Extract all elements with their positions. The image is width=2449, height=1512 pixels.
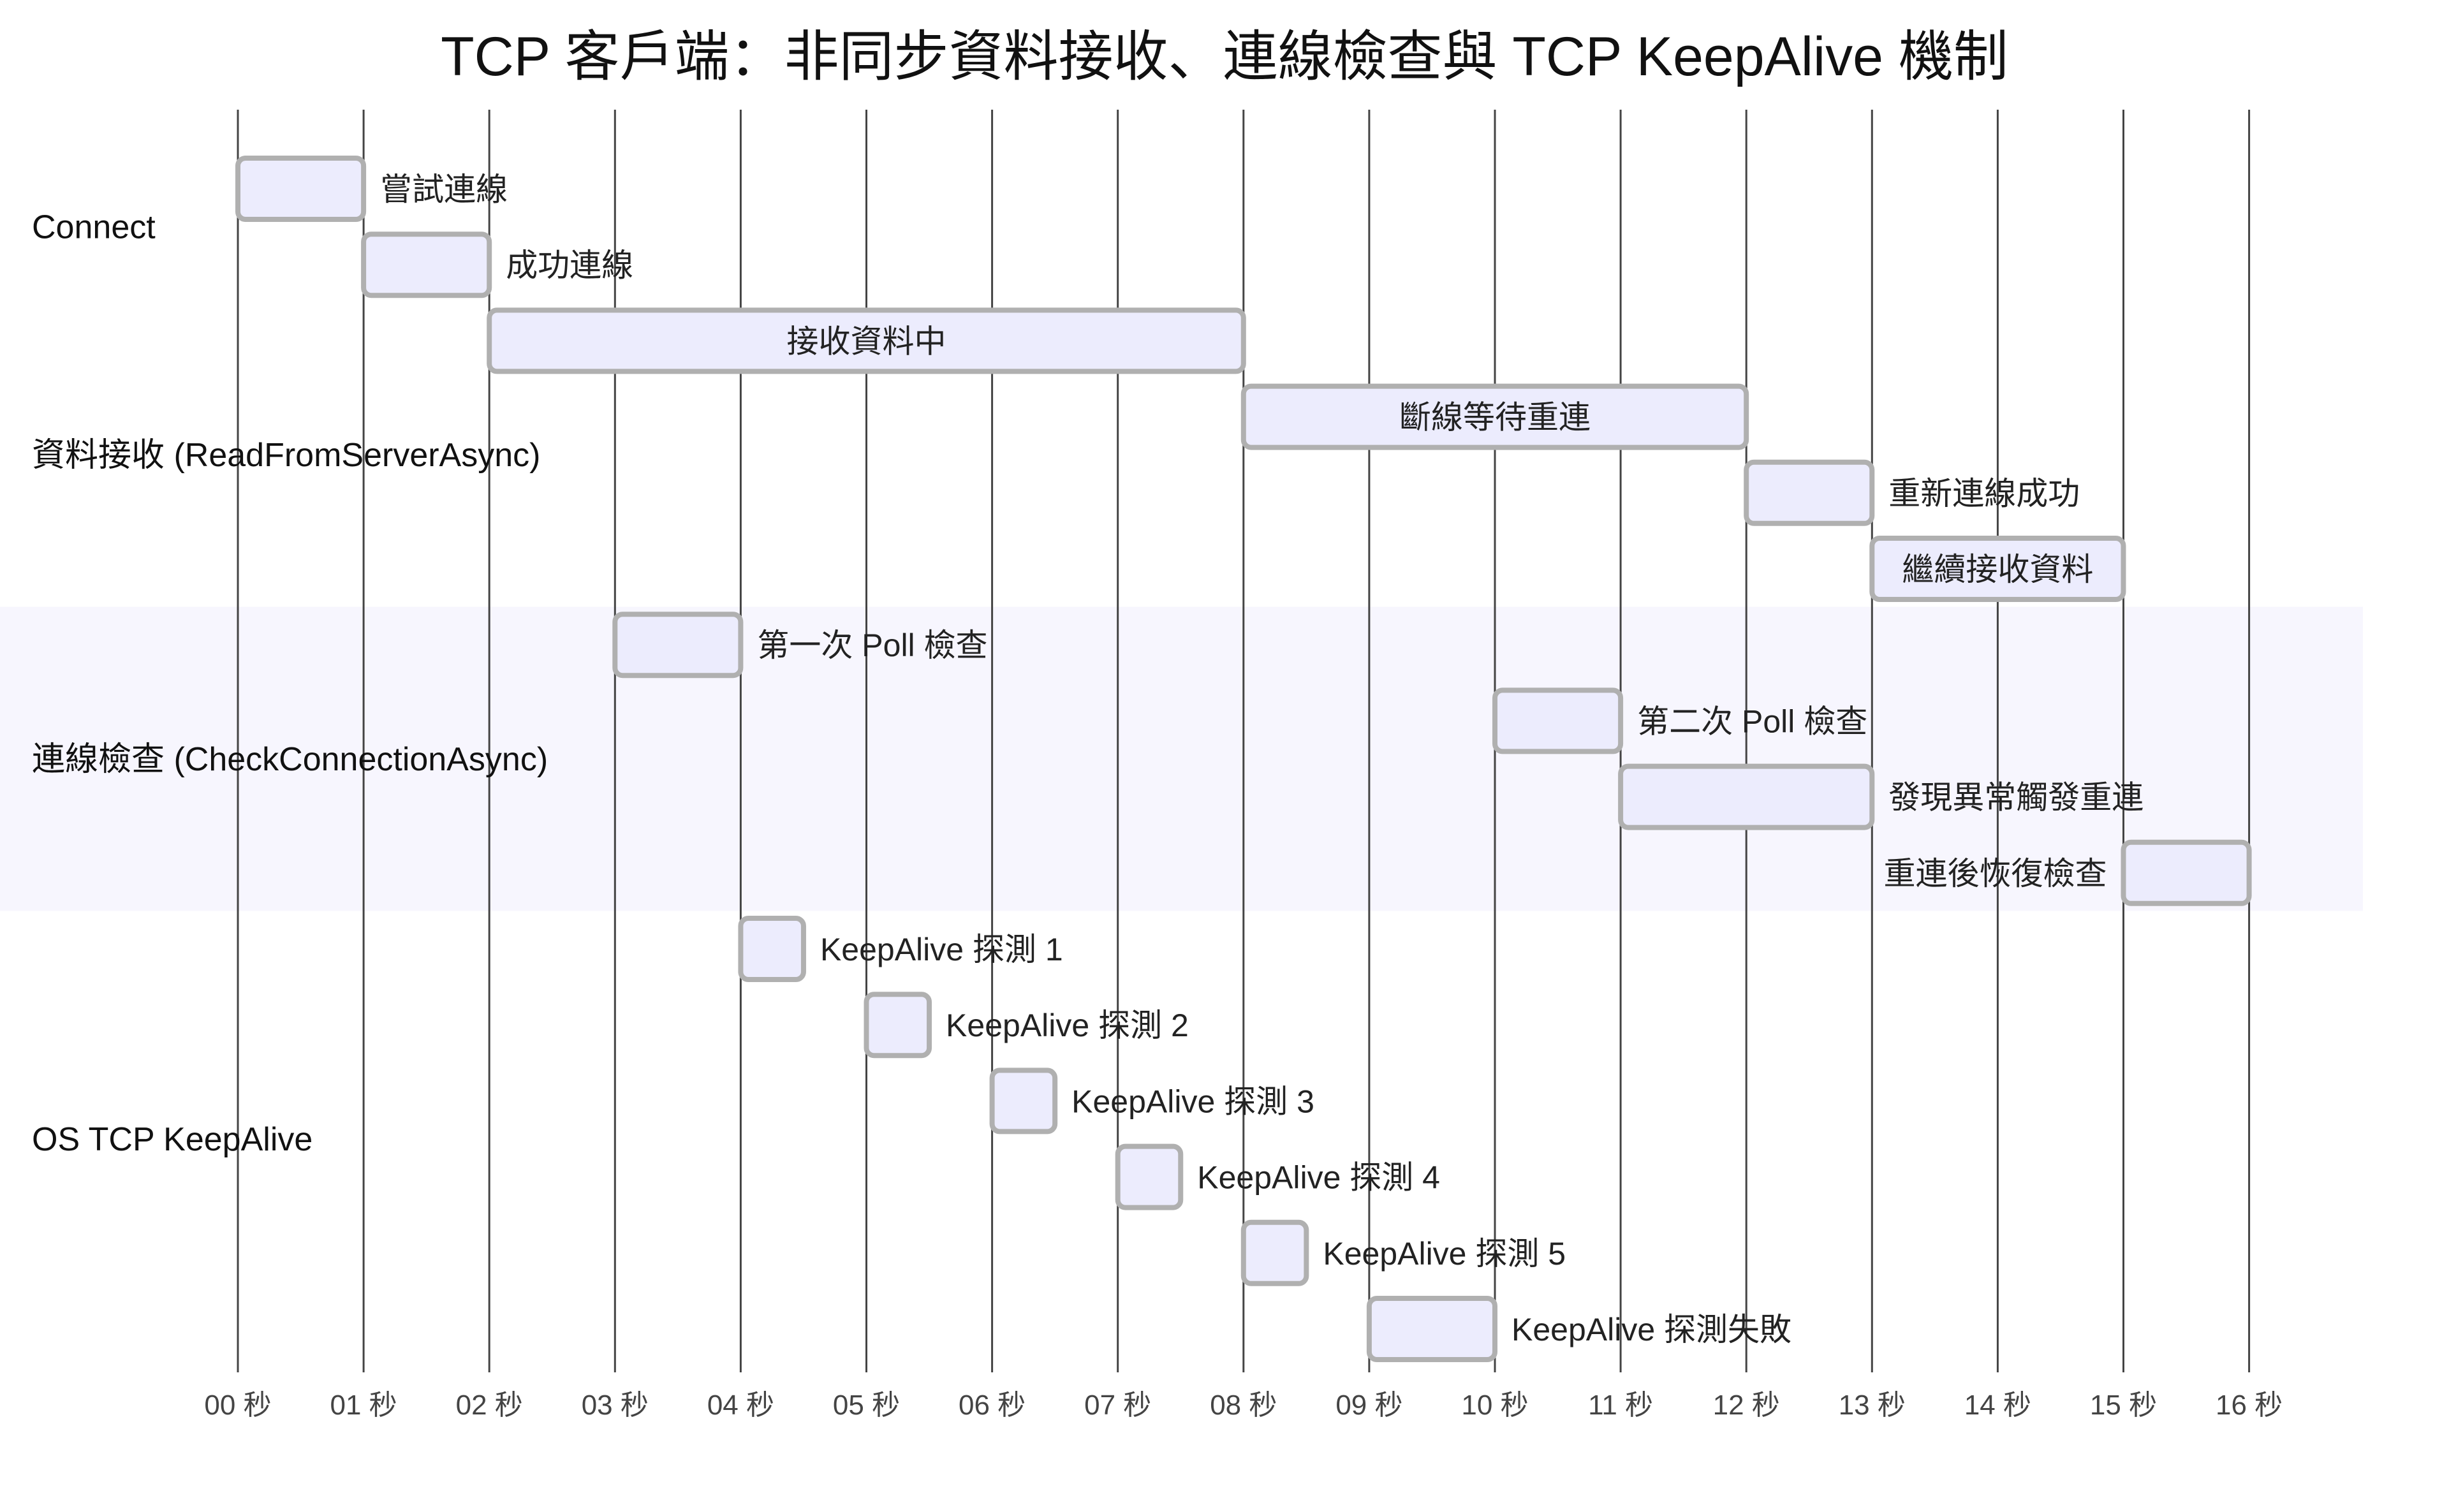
task-label: KeepAlive 探測 5: [1323, 1236, 1566, 1272]
x-tick-label: 03 秒: [582, 1390, 649, 1421]
x-tick-label: 02 秒: [456, 1390, 523, 1421]
task-bar: [1869, 536, 2126, 602]
x-tick-label: 00 秒: [204, 1390, 271, 1421]
task-label: KeepAlive 探測失敗: [1511, 1312, 1791, 1347]
x-tick-label: 14 秒: [1964, 1390, 2031, 1421]
x-tick-label: 07 秒: [1084, 1390, 1151, 1421]
section-labels: Connect 資料接收 (ReadFromServerAsync) 連線檢查 (C…: [32, 209, 548, 1158]
task-label: KeepAlive 探測 3: [1071, 1083, 1314, 1119]
task-bar: [361, 231, 492, 298]
section-label: OS TCP KeepAlive: [32, 1121, 313, 1158]
x-tick-label: 05 秒: [833, 1390, 900, 1421]
task-bar: [1744, 459, 1875, 526]
x-tick-label: 08 秒: [1210, 1390, 1277, 1421]
x-tick-label: 01 秒: [330, 1390, 397, 1421]
task-bar: [1240, 1219, 1309, 1286]
task-label: 重新連線成功: [1888, 476, 2080, 511]
task-bar: [1115, 1143, 1184, 1210]
task-label: KeepAlive 探測 2: [946, 1008, 1189, 1043]
task-label: 成功連線: [506, 247, 633, 283]
task-bar: [2121, 839, 2252, 906]
task-label: 嘗試連線: [380, 172, 508, 207]
task-label: 發現異常觸發重連: [1888, 780, 2144, 816]
section-label: Connect: [32, 209, 156, 246]
task-bar: [487, 307, 1246, 374]
task-bars: [235, 156, 2252, 1362]
task-label: 繼續接收資料: [1902, 552, 2093, 587]
section-label: 資料接收 (ReadFromServerAsync): [32, 437, 540, 474]
task-label: 第二次 Poll 檢查: [1637, 703, 1867, 739]
task-bar: [1492, 687, 1624, 754]
x-tick-label: 13 秒: [1839, 1390, 1906, 1421]
x-tick-label: 16 秒: [2216, 1390, 2283, 1421]
task-bar: [612, 612, 744, 679]
chart-title: TCP 客戶端：非同步資料接收、連線檢查與 TCP KeepAlive 機制: [441, 26, 2008, 87]
task-bar: [1366, 1296, 1497, 1362]
x-axis-ticks: 00 秒 01 秒 02 秒 03 秒 04 秒 05 秒 06 秒 07 秒 08 秒 09 秒…: [204, 1390, 2283, 1421]
task-label: 第一次 Poll 檢查: [757, 628, 987, 663]
x-tick-label: 15 秒: [2090, 1390, 2157, 1421]
x-tick-label: 04 秒: [707, 1390, 774, 1421]
x-tick-label: 09 秒: [1335, 1390, 1402, 1421]
task-label: 重連後恢復檢查: [1884, 856, 2107, 892]
x-tick-label: 12 秒: [1713, 1390, 1780, 1421]
x-tick-label: 11 秒: [1588, 1390, 1653, 1421]
task-bar: [1240, 383, 1749, 450]
task-label: KeepAlive 探測 4: [1197, 1160, 1440, 1196]
section-band: [0, 606, 2363, 911]
task-bar: [738, 916, 806, 982]
task-bar: [235, 156, 367, 222]
task-bar: [989, 1068, 1058, 1134]
x-tick-label: 10 秒: [1461, 1390, 1528, 1421]
section-bands: [0, 606, 2363, 911]
task-bar: [864, 992, 932, 1059]
task-label: 斷線等待重連: [1399, 400, 1591, 436]
task-bar: [1618, 763, 1875, 830]
x-tick-label: 06 秒: [959, 1390, 1026, 1421]
section-label: 連線檢查 (CheckConnectionAsync): [32, 741, 548, 778]
task-label: 接收資料中: [787, 323, 946, 359]
task-label: KeepAlive 探測 1: [820, 932, 1063, 967]
